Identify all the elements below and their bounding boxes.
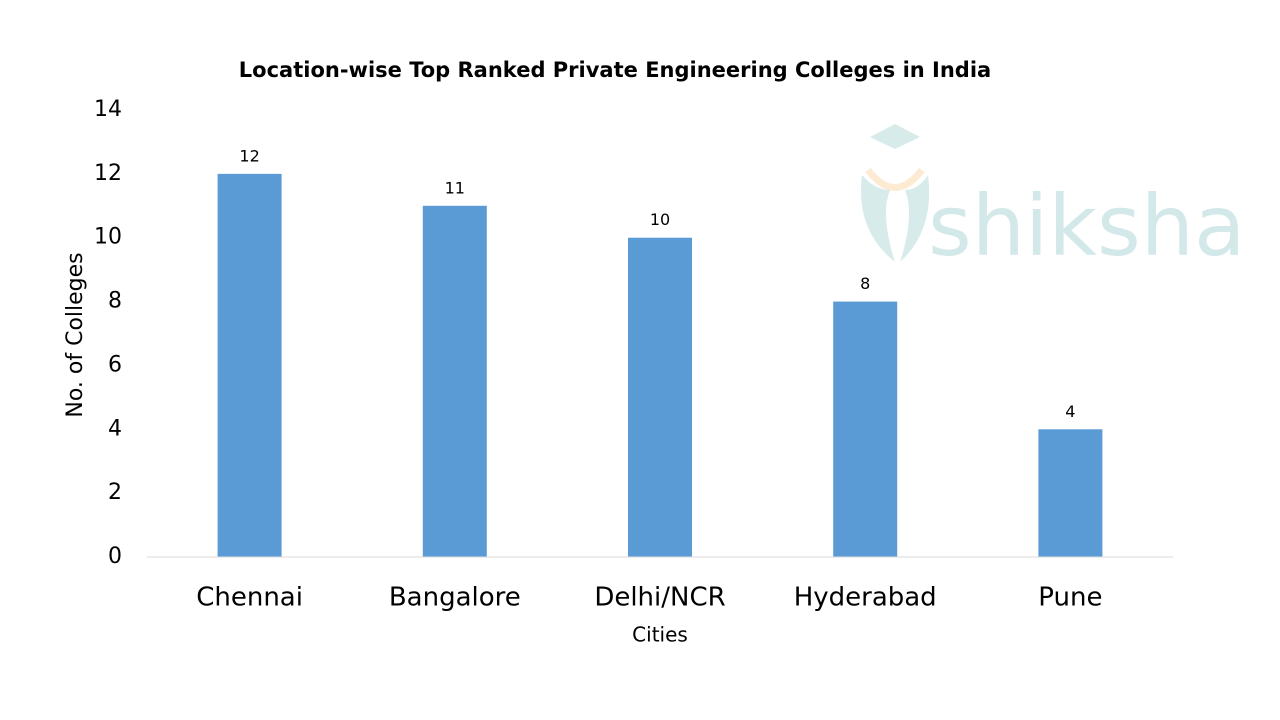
bar (217, 173, 282, 557)
data-label: 4 (1065, 402, 1075, 421)
y-tick-label: 8 (108, 289, 122, 314)
x-tick-label: Chennai (196, 583, 303, 613)
logo-leaf (900, 175, 930, 262)
chart-title: Location-wise Top Ranked Private Enginee… (239, 58, 991, 82)
logo-leaf (860, 175, 895, 262)
bar (628, 237, 692, 557)
bar (833, 301, 898, 557)
watermark-logo (860, 124, 930, 262)
x-axis-title: Cities (632, 623, 688, 647)
y-tick-label: 10 (94, 225, 122, 250)
data-label: 12 (239, 146, 259, 165)
y-tick-label: 12 (94, 161, 122, 186)
x-tick-label: Hyderabad (794, 583, 937, 613)
bar (1038, 429, 1103, 557)
data-label: 10 (650, 210, 670, 229)
data-label: 11 (445, 178, 465, 197)
y-axis-title: No. of Colleges (63, 252, 88, 417)
y-tick-label: 0 (108, 544, 122, 569)
bar (422, 205, 487, 558)
x-tick-label: Delhi/NCR (594, 583, 725, 613)
y-tick-label: 14 (94, 97, 122, 122)
logo-cap (870, 124, 920, 149)
logo-arc (865, 167, 925, 191)
y-tick-label: 6 (108, 352, 122, 377)
x-tick-label: Pune (1038, 583, 1102, 613)
watermark-text: shiksha (928, 177, 1245, 275)
y-tick-label: 2 (108, 480, 122, 505)
data-label: 8 (860, 274, 870, 293)
y-tick-label: 4 (108, 416, 122, 441)
x-tick-label: Bangalore (389, 583, 521, 613)
